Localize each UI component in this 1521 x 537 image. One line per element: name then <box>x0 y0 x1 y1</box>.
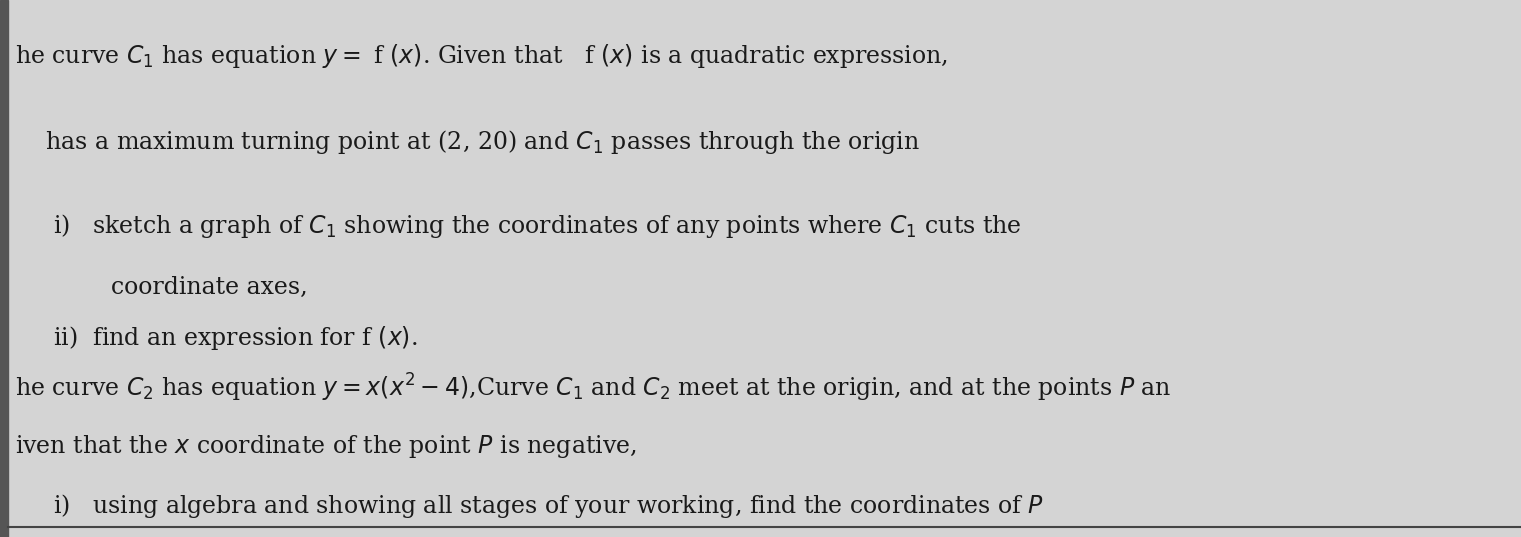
Text: ii)  find an expression for f $(x)$.: ii) find an expression for f $(x)$. <box>53 324 418 352</box>
Text: coordinate axes,: coordinate axes, <box>111 276 307 299</box>
Bar <box>0 0 8 537</box>
Text: i)   sketch a graph of $C_1$ showing the coordinates of any points where $C_1$ c: i) sketch a graph of $C_1$ showing the c… <box>53 212 1022 240</box>
Text: he curve $C_2$ has equation $y = x(x^2 - 4)$,Curve $C_1$ and $C_2$ meet at the o: he curve $C_2$ has equation $y = x(x^2 -… <box>15 372 1171 404</box>
Text: iven that the $x$ coordinate of the point $P$ is negative,: iven that the $x$ coordinate of the poin… <box>15 433 637 460</box>
Text: $\quad$ has a maximum turning point at (2, 20) and $C_1$ passes through the orig: $\quad$ has a maximum turning point at (… <box>15 128 920 156</box>
Text: he curve $C_1$ has equation $y = $ f $(x)$. Given that   f $(x)$ is a quadratic : he curve $C_1$ has equation $y = $ f $(x… <box>15 42 949 70</box>
Text: i)   using algebra and showing all stages of your working, find the coordinates : i) using algebra and showing all stages … <box>53 492 1045 520</box>
